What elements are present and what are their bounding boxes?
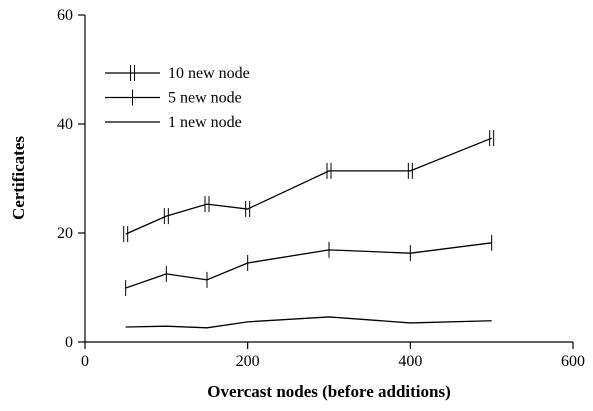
legend-label: 1 new node bbox=[168, 114, 242, 131]
y-tick-label: 20 bbox=[57, 225, 73, 242]
x-tick-label: 200 bbox=[236, 353, 260, 370]
legend-label: 5 new node bbox=[168, 90, 242, 107]
y-tick-label: 60 bbox=[57, 7, 73, 24]
x-tick-label: 400 bbox=[398, 353, 422, 370]
y-axis-label: Certificates bbox=[9, 136, 28, 220]
series-line bbox=[125, 242, 492, 289]
legend-label: 10 new node bbox=[168, 65, 250, 82]
y-tick-label: 0 bbox=[65, 334, 73, 351]
y-tick-label: 40 bbox=[57, 116, 73, 133]
series-line bbox=[125, 137, 492, 235]
x-tick-label: 0 bbox=[81, 353, 89, 370]
x-tick-label: 600 bbox=[561, 353, 585, 370]
x-axis-label: Overcast nodes (before additions) bbox=[207, 382, 451, 401]
series-line bbox=[125, 316, 492, 329]
